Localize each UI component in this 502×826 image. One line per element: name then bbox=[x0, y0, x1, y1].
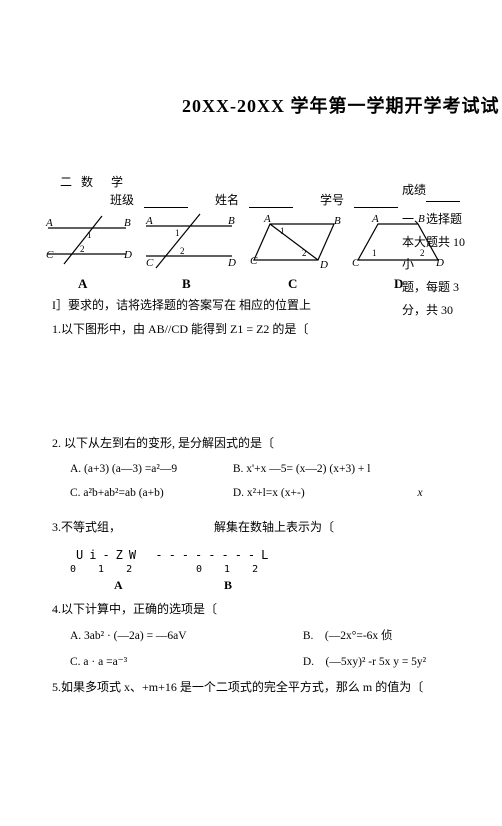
diag-d-B: B bbox=[418, 213, 425, 225]
q2-opt-d: D. x²+l=x (x+-) bbox=[233, 487, 305, 499]
diag-a-1: 1 bbox=[87, 230, 92, 240]
q3-axis-line: Ui-ZW --------L bbox=[76, 548, 274, 562]
id-blank[interactable] bbox=[354, 196, 398, 208]
diag-c-B: B bbox=[334, 215, 341, 227]
q2-stem: 2. 以下从左到右的变形, 是分解因式的是〔 bbox=[52, 434, 423, 451]
diag-d-A: A bbox=[371, 213, 379, 225]
diag-b-A: A bbox=[145, 215, 153, 227]
diagram-d-label: D bbox=[394, 276, 403, 292]
diag-b-C: C bbox=[146, 257, 154, 269]
diagram-row: A B C D 1 2 A A B C D 1 2 B A B C D bbox=[42, 212, 442, 287]
name-label: 姓名 bbox=[215, 193, 239, 207]
question-2: 2. 以下从左到右的变形, 是分解因式的是〔 A. (a+3) (a—3) =a… bbox=[52, 434, 423, 499]
diag-d-2: 2 bbox=[420, 248, 425, 258]
diag-c-2: 2 bbox=[302, 248, 307, 258]
id-label: 学号 bbox=[320, 193, 344, 207]
diag-c-C: C bbox=[250, 255, 258, 267]
diag-a-2: 2 bbox=[80, 244, 85, 254]
instructions-line: I］要求的，诘将选择题的答案写在 相应的位置上 bbox=[52, 296, 311, 315]
q2-x: x bbox=[418, 487, 423, 499]
class-label: 班级 bbox=[110, 193, 134, 207]
class-blank[interactable] bbox=[144, 196, 188, 208]
q3-stem2: 解集在数轴上表示为〔 bbox=[214, 520, 334, 534]
diag-a-D: D bbox=[123, 249, 132, 261]
q3-nums-a: 0 1 2 bbox=[70, 564, 140, 575]
q4-opt-d: D. (—5xy)² -r 5x y = 5y² bbox=[303, 653, 426, 669]
question-3: 3.不等式组， 解集在数轴上表示为〔 bbox=[52, 518, 334, 535]
diag-b-B: B bbox=[228, 215, 235, 227]
score-blank[interactable] bbox=[426, 190, 460, 202]
q2-opt-b: B. x'+x —5= (x—2) (x+3) + l bbox=[233, 463, 371, 475]
diagram-d: A B C D 1 2 bbox=[352, 212, 444, 274]
q2-opt-a: A. (a+3) (a—3) =a²—9 bbox=[70, 463, 230, 475]
diag-b-1: 1 bbox=[175, 228, 180, 238]
diag-d-C: C bbox=[352, 257, 360, 269]
q4-opt-b: B. (—2x°=-6x 侦 bbox=[303, 627, 393, 643]
diag-b-D: D bbox=[227, 257, 236, 269]
name-blank[interactable] bbox=[249, 196, 293, 208]
diag-c-A: A bbox=[263, 213, 271, 225]
q3-label-a: A bbox=[114, 578, 123, 593]
q3-stem: 3.不等式组， bbox=[52, 520, 121, 534]
diag-d-1: 1 bbox=[372, 248, 377, 258]
diag-a-A: A bbox=[45, 217, 53, 229]
subject-heading: 二 数 学 bbox=[60, 173, 126, 190]
diagram-a-label: A bbox=[78, 276, 87, 292]
score-label: 成绩 bbox=[402, 179, 474, 202]
q3-nums-b: 0 1 2 bbox=[196, 564, 266, 575]
diag-c-1: 1 bbox=[280, 226, 285, 236]
diag-b-2: 2 bbox=[180, 246, 185, 256]
section-sub3: 分，共 30 bbox=[402, 299, 474, 322]
page-title: 20XX-20XX 学年第一学期开学考试试 bbox=[182, 92, 500, 118]
diagram-c-label: C bbox=[288, 276, 297, 292]
diagram-c: A B C D 1 2 bbox=[250, 212, 342, 274]
student-fields-row: 班级 姓名 学号 bbox=[110, 191, 408, 208]
diagram-a: A B C D 1 2 bbox=[42, 212, 132, 274]
q2-opt-c: C. a²b+ab²=ab (a+b) bbox=[70, 487, 230, 499]
question-4: 4.以下计算中，正确的选项是〔 A. 3ab² · (—2a) = —6aV B… bbox=[52, 600, 426, 669]
q4-opt-a: A. 3ab² · (—2a) = —6aV bbox=[70, 630, 300, 642]
diag-c-D: D bbox=[319, 259, 328, 271]
diag-a-C: C bbox=[46, 249, 54, 261]
q4-stem: 4.以下计算中，正确的选项是〔 bbox=[52, 600, 426, 617]
diagram-b: A B C D 1 2 bbox=[142, 212, 238, 274]
diagram-b-label: B bbox=[182, 276, 191, 292]
diag-a-B: B bbox=[124, 217, 131, 229]
question-1: 1.以下图形中，由 AB//CD 能得到 Z1 = Z2 的是〔 bbox=[52, 320, 308, 339]
q3-label-b: B bbox=[224, 578, 232, 593]
q4-opt-c: C. a · a =a⁻³ bbox=[70, 654, 300, 668]
diag-d-D: D bbox=[435, 257, 444, 269]
question-5: 5.如果多项式 x、+m+16 是一个二项式的完全平方式，那么 m 的值为〔 bbox=[52, 678, 423, 695]
